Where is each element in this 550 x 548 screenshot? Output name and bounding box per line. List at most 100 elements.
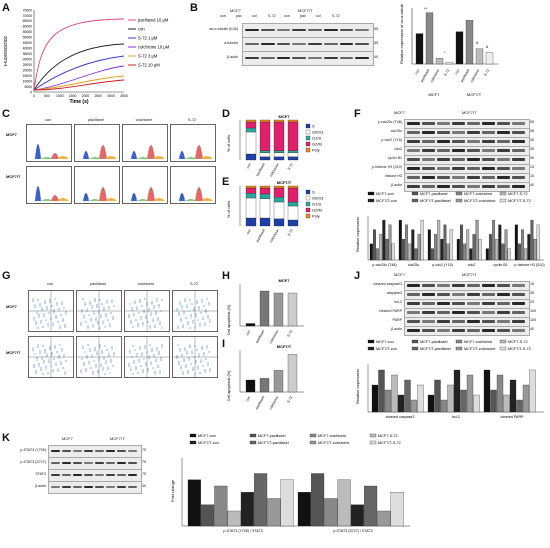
event-dot (98, 310, 100, 312)
stacked-segment (287, 121, 299, 151)
bar (379, 234, 383, 261)
event-dot (209, 319, 211, 321)
event-dot (88, 361, 90, 363)
blot-band (292, 56, 306, 60)
bar (411, 229, 415, 261)
event-dot (204, 369, 206, 371)
event-dot (96, 304, 98, 306)
event-dot (206, 298, 208, 300)
event-dot (113, 352, 115, 354)
legend-swatch (367, 346, 375, 351)
event-dot (108, 353, 110, 355)
peak-g2 (195, 187, 203, 201)
blot-band (422, 122, 435, 125)
event-dot (48, 359, 50, 361)
bar (388, 224, 392, 261)
histogram-row-label: MCF7/T (6, 174, 21, 179)
x-tick-label: 1500 (69, 94, 77, 98)
significance-mark: * (444, 50, 446, 55)
event-dot (48, 361, 50, 363)
blot-strip (48, 468, 142, 482)
event-dot (108, 306, 110, 308)
legend-swatch (411, 191, 419, 196)
event-dot (203, 352, 205, 354)
event-dot (193, 309, 195, 311)
bar (453, 369, 461, 413)
event-dot (142, 371, 144, 373)
event-dot (43, 315, 45, 317)
event-dot (187, 372, 189, 374)
peak-s (185, 199, 197, 201)
event-dot (189, 346, 191, 348)
panel-k-label: K (2, 432, 10, 444)
stacked-segment (259, 150, 271, 153)
blot-group-mcf7t: MCF7/T (110, 436, 125, 441)
blot-mw-marker: 40 (374, 55, 378, 59)
blot-band (407, 329, 420, 332)
event-dot (128, 365, 130, 367)
blot-band (407, 122, 420, 125)
event-dot (109, 323, 111, 325)
event-dot (41, 309, 43, 311)
event-dot (81, 309, 83, 311)
event-dot (44, 351, 46, 353)
event-dot (205, 309, 207, 311)
event-dot (199, 325, 201, 327)
event-dot (100, 316, 102, 318)
event-dot (133, 362, 135, 364)
cell-cycle-histogram (170, 166, 216, 204)
peak-poly (201, 156, 213, 159)
blot-band (407, 158, 420, 161)
blot-band (407, 140, 420, 143)
event-dot (95, 319, 97, 321)
panel-e-stacked-bar: MCF7/T % of cells con paclitaxel colchicin… (226, 180, 325, 243)
event-dot (111, 348, 113, 350)
event-dot (83, 315, 85, 317)
blot-lane-label: con (284, 14, 290, 18)
event-dot (155, 360, 157, 362)
peak-s (137, 199, 149, 201)
event-dot (148, 308, 150, 310)
event-dot (137, 323, 139, 325)
event-dot (93, 311, 95, 313)
event-dot (204, 371, 206, 373)
event-dot (39, 350, 41, 352)
event-dot (45, 366, 47, 368)
legend-swatch (367, 191, 375, 196)
blot-band (245, 56, 259, 60)
event-dot (204, 322, 206, 324)
blot-mw-marker: 75 (142, 448, 146, 452)
legend-swatch (189, 433, 197, 438)
event-dot (32, 298, 34, 300)
blot-band (323, 42, 338, 46)
event-dot (133, 313, 135, 315)
bar (350, 504, 364, 527)
event-dot (40, 367, 42, 369)
event-dot (145, 364, 147, 366)
event-dot (94, 300, 96, 302)
event-dot (63, 354, 65, 356)
event-dot (129, 303, 131, 305)
bar (501, 243, 505, 261)
event-dot (93, 313, 95, 315)
bar (384, 389, 392, 413)
bar (504, 229, 508, 261)
blot-group-mcf7t: MCF7/T (298, 8, 313, 13)
x-tick-label: S-72 (287, 162, 294, 170)
legend-swatch (305, 213, 311, 219)
bar (425, 12, 434, 65)
event-dot (129, 352, 131, 354)
event-dot (56, 304, 58, 306)
peak-g1 (173, 193, 185, 201)
histogram-plot (77, 145, 117, 159)
bar (455, 31, 464, 65)
blot-band (407, 149, 420, 152)
event-dot (48, 312, 50, 314)
event-dot (191, 303, 193, 305)
event-dot (196, 349, 198, 351)
event-dot (56, 351, 58, 353)
peak-g2 (195, 145, 203, 159)
event-dot (182, 371, 184, 373)
event-dot (187, 370, 189, 372)
event-dot (178, 363, 180, 365)
